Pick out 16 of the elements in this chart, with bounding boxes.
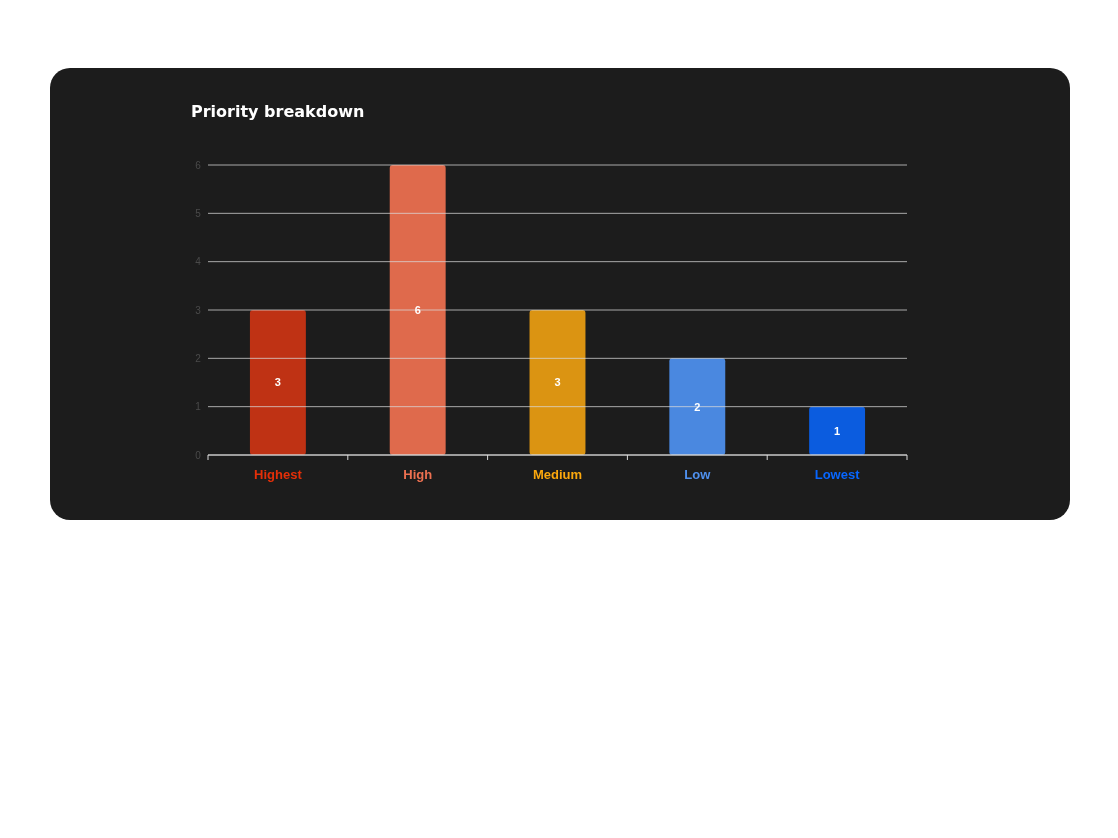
data-label: 1 bbox=[834, 424, 841, 437]
bar bbox=[669, 358, 726, 455]
x-tick-label: Low bbox=[684, 467, 712, 482]
bar bbox=[529, 310, 586, 455]
x-tick-label: Medium bbox=[532, 467, 583, 482]
data-label: 3 bbox=[274, 376, 281, 389]
data-label: 3 bbox=[554, 376, 561, 389]
x-tick-label: Highest bbox=[254, 467, 303, 482]
data-label: 6 bbox=[414, 303, 421, 316]
bar bbox=[389, 165, 446, 455]
x-tick-label: Lowest bbox=[814, 467, 861, 482]
chart-title: Priority breakdown bbox=[191, 102, 365, 121]
bar bbox=[809, 406, 866, 455]
data-label: 2 bbox=[694, 400, 701, 413]
bar bbox=[249, 310, 306, 455]
x-tick-label: High bbox=[403, 467, 433, 482]
